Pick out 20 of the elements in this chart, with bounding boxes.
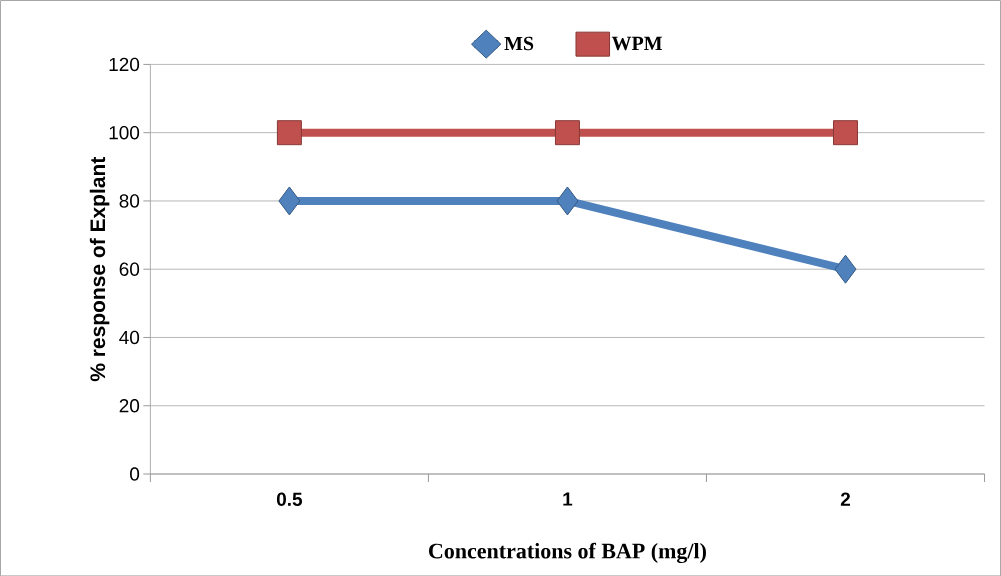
y-axis-title: % response of Explant (89, 156, 110, 381)
x-axis-title: Concentrations of BAP (mg/l) (429, 542, 706, 563)
y-tick-label: 20 (119, 398, 140, 413)
point (278, 186, 301, 216)
y-tick-label: 40 (119, 330, 140, 344)
y-tick-label: 60 (119, 262, 140, 276)
point (834, 254, 857, 284)
x-tick-label: 0.5 (276, 492, 303, 506)
point (833, 119, 858, 145)
x-tick-label: 2 (840, 492, 851, 506)
point (554, 119, 580, 145)
x-tick-label: 1 (563, 492, 573, 506)
point (276, 119, 302, 145)
y-tick-label: 0 (130, 467, 140, 481)
y-tick-label: 100 (109, 125, 140, 140)
point (556, 186, 579, 216)
y-tick-label: 80 (119, 194, 140, 208)
y-tick-label: 120 (109, 57, 140, 71)
legend-label: WPM (611, 36, 663, 51)
legend-label: MS (504, 36, 534, 51)
